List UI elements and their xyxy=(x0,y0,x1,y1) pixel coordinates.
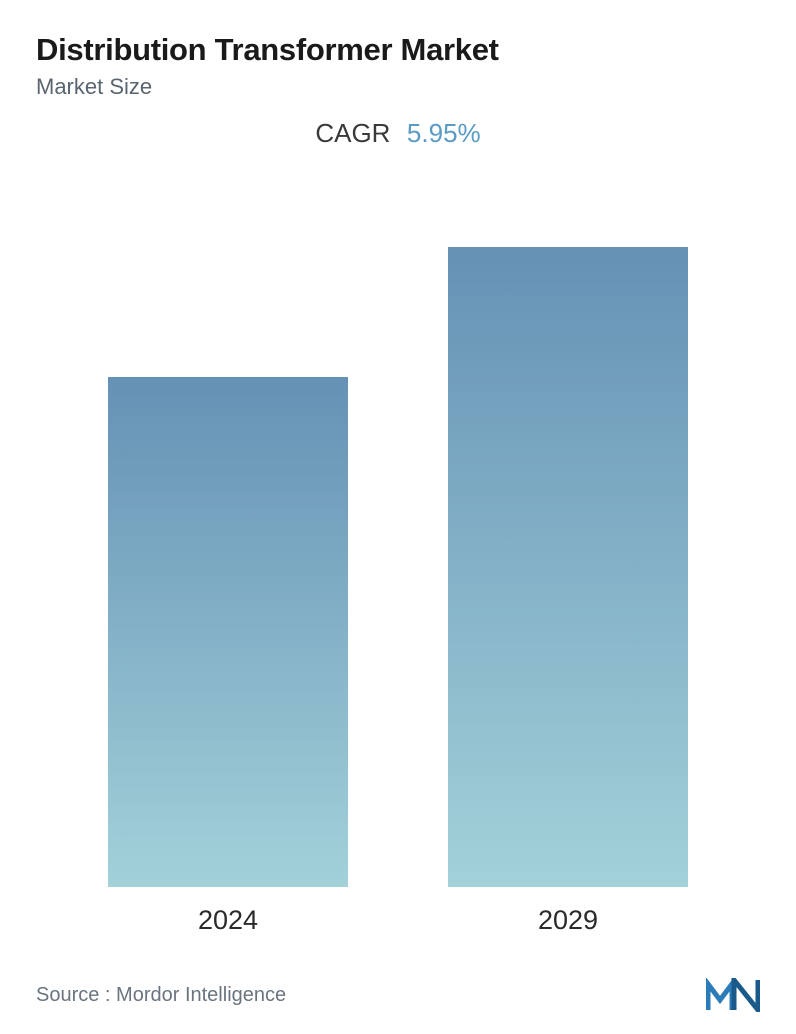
source-text: Source : Mordor Intelligence xyxy=(36,984,286,1007)
bar-1 xyxy=(448,247,688,887)
cagr-label: CAGR xyxy=(315,118,390,148)
cagr-row: CAGR 5.95% xyxy=(36,118,760,149)
chart-title: Distribution Transformer Market xyxy=(36,32,760,68)
bar-label-0: 2024 xyxy=(198,905,258,936)
chart-subtitle: Market Size xyxy=(36,74,760,100)
bar-wrapper-0: 2024 xyxy=(108,377,348,936)
mordor-logo-icon xyxy=(706,978,760,1012)
chart-container: Distribution Transformer Market Market S… xyxy=(0,0,796,1034)
bar-wrapper-1: 2029 xyxy=(448,247,688,936)
bar-label-1: 2029 xyxy=(538,905,598,936)
chart-footer: Source : Mordor Intelligence xyxy=(36,968,760,1034)
chart-area: 2024 2029 xyxy=(36,159,760,946)
cagr-value: 5.95% xyxy=(407,118,481,148)
bar-0 xyxy=(108,377,348,887)
